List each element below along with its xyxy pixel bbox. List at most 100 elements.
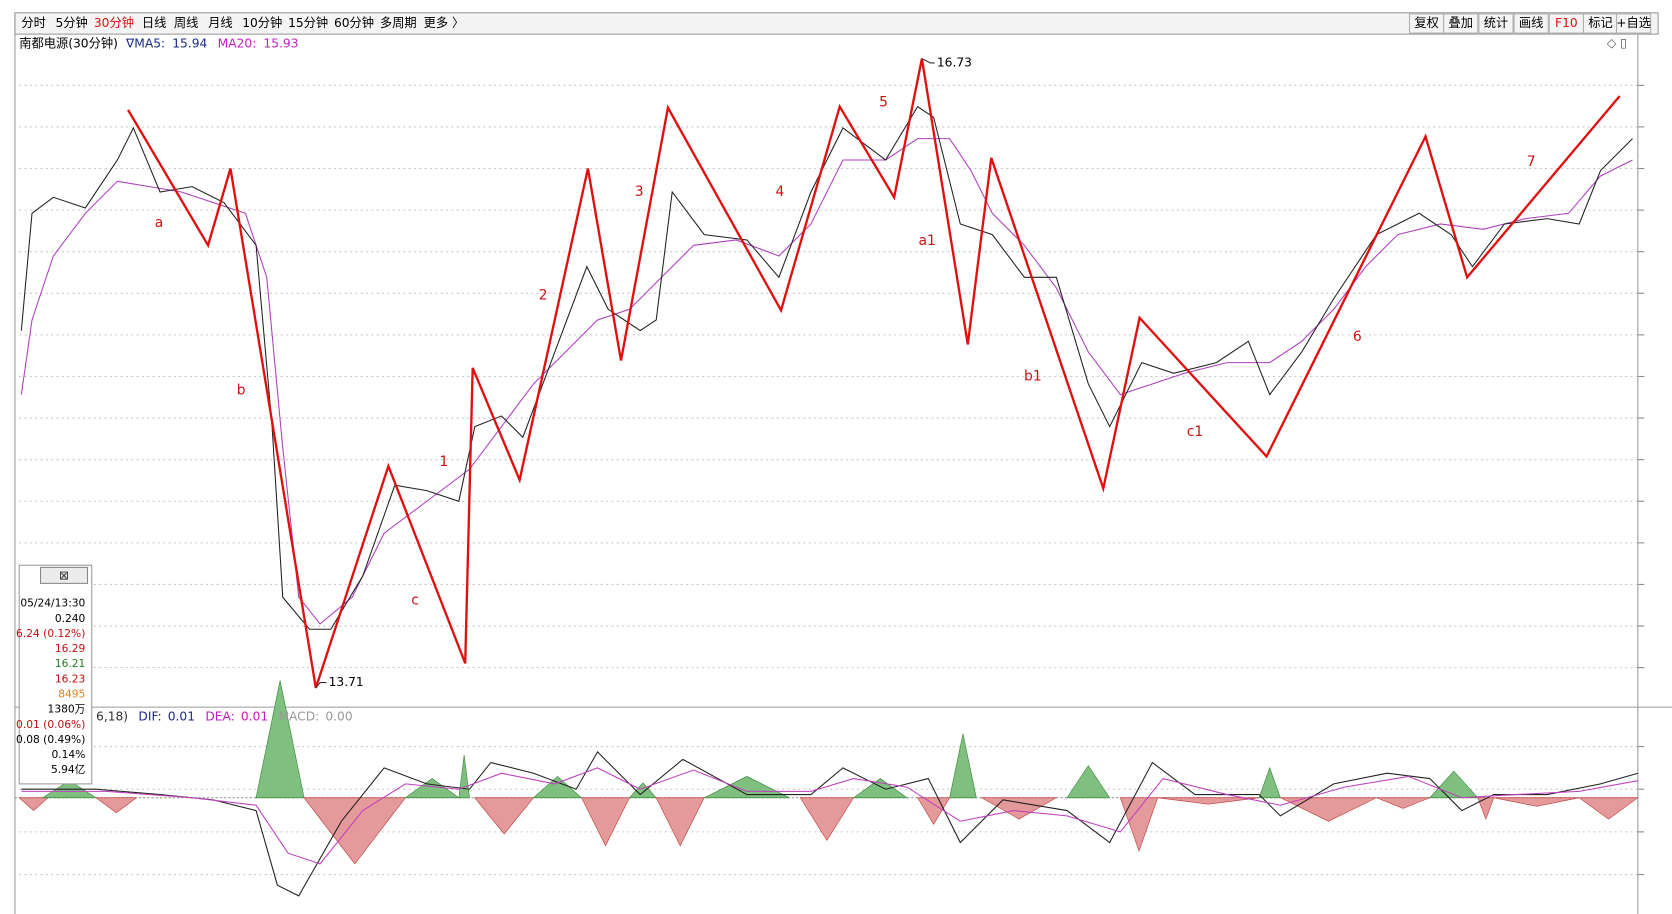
macd-bar-positive (799, 797, 855, 842)
period-tab[interactable]: 更多 〉 (424, 16, 465, 30)
macd-histogram (18, 680, 1639, 865)
ma5-line (20, 105, 1633, 630)
macd-bar-negative (255, 680, 305, 799)
macd-params: 6,18) (96, 709, 128, 723)
macd-bar-positive (1157, 797, 1260, 805)
tool-buttons: 复权 叠加 统计 画线 F10 标记 +自选 (1408, 13, 1652, 34)
info-value: 16.29 (55, 642, 86, 655)
dea-value: 0.01 (241, 709, 268, 723)
dea-line (21, 767, 1638, 865)
grid (19, 84, 1645, 876)
info-value: 0.14% (51, 748, 85, 761)
macd-bar-negative (949, 733, 977, 799)
panel-icon[interactable]: ◇ ▯ (1607, 36, 1627, 50)
wave-label: 1 (439, 454, 448, 470)
dea-label: DEA: (205, 709, 234, 723)
ma5-label: ∇MA5: (125, 36, 165, 50)
period-tab[interactable]: 月线 (208, 16, 233, 30)
period-tab[interactable]: 10分钟 (242, 15, 282, 30)
tool-button[interactable]: +自选 (1616, 16, 1651, 30)
info-value: 1380万 (48, 703, 86, 716)
macd-value: 0.00 (325, 709, 352, 723)
tool-button-frame[interactable] (1443, 13, 1479, 34)
period-tab[interactable]: 5分钟 (55, 15, 87, 30)
macd-bar-positive (1493, 797, 1580, 807)
info-value: 05/24/13:30 (20, 597, 85, 610)
macd-bar-negative (1258, 766, 1281, 799)
close-icon[interactable]: ⊠ (59, 568, 69, 582)
info-value: 16.23 (55, 672, 86, 685)
low-price: 13.71 (329, 675, 364, 689)
wave-label: 4 (776, 184, 785, 200)
wave-label: 7 (1527, 154, 1536, 170)
macd-bar-positive (303, 797, 407, 865)
period-tab[interactable]: 60分钟 (334, 15, 374, 30)
info-value: 6.24 (0.12%) (16, 627, 85, 640)
dif-label: DIF: (138, 709, 161, 723)
period-tabs: 分时 5分钟 30分钟 日线 周线 月线 10分钟 15分钟 60分钟 多周期 更多 〉 (21, 15, 464, 30)
macd-bar-positive (95, 797, 138, 814)
macd-bar-positive (1578, 797, 1639, 820)
info-values: 05/24/13:30 0.240 6.24 (0.12%) 16.29 16.21 16… (16, 597, 86, 777)
tool-button[interactable]: F10 (1555, 16, 1578, 30)
info-value: 0.240 (55, 612, 86, 625)
tool-button[interactable]: 统计 (1484, 16, 1509, 30)
wave-label: b1 (1024, 368, 1042, 384)
wave-label: c (411, 592, 419, 608)
ma20-line (20, 138, 1633, 625)
wave-label: a1 (919, 233, 936, 249)
wave-label: a (155, 215, 164, 231)
macd-bar-positive (474, 797, 535, 835)
tool-button[interactable]: 复权 (1414, 16, 1439, 30)
macd-bar-positive (1119, 797, 1159, 853)
macd-bar-positive (1280, 797, 1377, 822)
macd-bar-positive (1477, 797, 1495, 820)
wave-zigzag (127, 58, 1621, 689)
info-value: 0.08 (0.49%) (16, 733, 85, 746)
tool-button[interactable]: 标记 (1588, 16, 1613, 30)
dif-line (21, 751, 1639, 897)
macd-bar-positive (581, 797, 631, 847)
macd-bar-negative (704, 776, 790, 799)
ma20-value: 15.93 (263, 36, 298, 50)
tool-button-frame[interactable] (1513, 13, 1549, 34)
wave-label: c1 (1187, 424, 1203, 440)
macd-label: MACD: (278, 709, 319, 723)
macd-bar-positive (655, 797, 705, 847)
high-pointer (921, 58, 935, 64)
high-price: 16.73 (937, 55, 972, 69)
macd-bar-negative (852, 778, 908, 799)
wave-label: 5 (879, 94, 888, 110)
wave-label: 6 (1353, 329, 1362, 345)
macd-bar-negative (458, 755, 470, 799)
dif-value: 0.01 (168, 709, 195, 723)
period-tab[interactable]: 周线 (174, 16, 199, 30)
wave-label: 2 (539, 287, 548, 303)
info-value: 5.94亿 (51, 763, 85, 776)
macd-bar-positive (1376, 797, 1430, 809)
wave-label: b (237, 382, 246, 398)
period-tab[interactable]: 日线 (142, 16, 167, 30)
period-tab[interactable]: 分时 (21, 16, 46, 30)
info-value: 0.01 (0.06%) (16, 718, 85, 731)
ma20-label: MA20: (218, 36, 257, 50)
tool-button-frame[interactable] (1478, 13, 1514, 34)
chart-header: 南都电源(30分钟) ∇MA5: 15.94 MA20: 15.93 (19, 35, 298, 50)
period-tab[interactable]: 15分钟 (288, 15, 328, 30)
info-value: 16.21 (55, 657, 86, 670)
security-title: 南都电源(30分钟) (19, 35, 118, 50)
tool-button[interactable]: 叠加 (1448, 16, 1473, 30)
info-value: 8495 (58, 688, 85, 701)
tool-button[interactable]: 画线 (1519, 16, 1544, 30)
period-tab[interactable]: 30分钟 (94, 15, 134, 30)
wave-label: 3 (635, 184, 644, 200)
macd-header: 6,18) DIF: 0.01 DEA: 0.01 MACD: 0.00 (96, 709, 353, 723)
tool-button-frame[interactable] (1615, 13, 1652, 34)
ma5-value: 15.94 (172, 36, 207, 50)
close-button[interactable] (40, 566, 89, 584)
period-tab[interactable]: 多周期 (380, 16, 417, 30)
